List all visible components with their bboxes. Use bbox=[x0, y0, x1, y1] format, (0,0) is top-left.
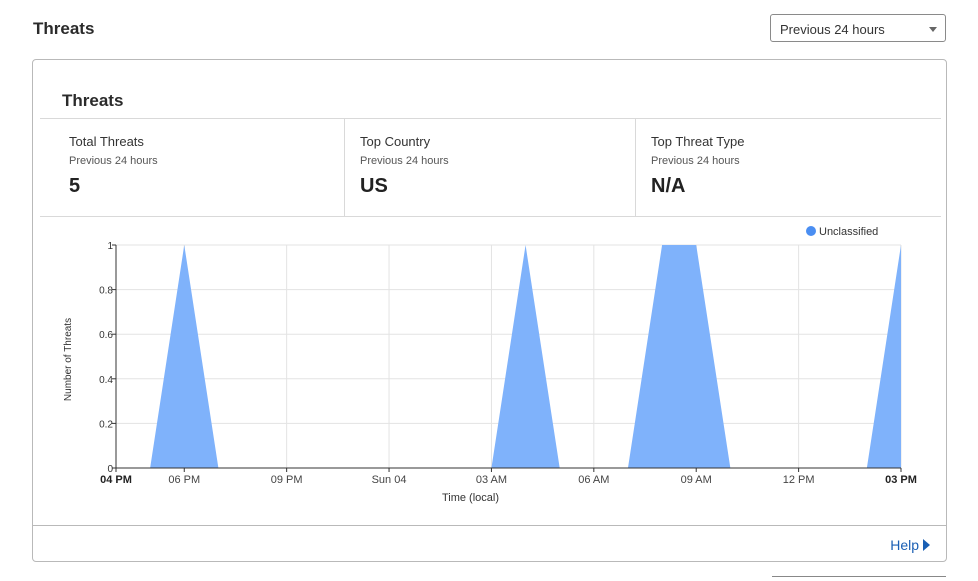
x-tick-label: 04 PM bbox=[100, 474, 132, 486]
stat-value: N/A bbox=[651, 175, 686, 197]
stat-label: Total Threats bbox=[69, 134, 144, 149]
help-label: Help bbox=[890, 537, 919, 553]
x-tick-label: 06 AM bbox=[578, 474, 609, 486]
time-range-select[interactable]: Previous 24 hours bbox=[770, 14, 946, 42]
legend-dot-icon bbox=[806, 226, 816, 236]
time-range-value: Previous 24 hours bbox=[780, 22, 885, 37]
legend-label: Unclassified bbox=[819, 226, 878, 238]
stat-value: 5 bbox=[69, 175, 81, 197]
x-tick-label: Sun 04 bbox=[372, 474, 407, 486]
stat-label: Top Country bbox=[360, 134, 431, 149]
y-axis-title: Number of Threats bbox=[63, 318, 74, 401]
stat-period: Previous 24 hours bbox=[69, 155, 158, 167]
card-footer: Help bbox=[33, 525, 946, 562]
threats-chart-svg: 0 0.2 0.4 0.6 0.8 1 04 PM 06 PM 09 PM Sun 04 03 AM… bbox=[63, 226, 917, 504]
card-title: Threats bbox=[62, 91, 124, 110]
stats-row: Total Threats Previous 24 hours 5 Top Co… bbox=[40, 118, 941, 217]
stat-label: Top Threat Type bbox=[651, 134, 745, 149]
next-panel-edge bbox=[772, 576, 946, 581]
y-tick-label: 0.6 bbox=[99, 330, 113, 341]
stat-period: Previous 24 hours bbox=[651, 155, 740, 167]
y-tick-label: 0.8 bbox=[99, 286, 113, 297]
y-tick-label: 0.2 bbox=[99, 419, 113, 430]
series-area-unclassified bbox=[116, 245, 901, 468]
help-link[interactable]: Help bbox=[890, 537, 930, 553]
x-tick-label: 12 PM bbox=[783, 474, 815, 486]
stat-period: Previous 24 hours bbox=[360, 155, 449, 167]
caret-right-icon bbox=[923, 539, 930, 551]
y-tick-label: 0.4 bbox=[99, 375, 113, 386]
x-tick-label: 03 AM bbox=[476, 474, 507, 486]
x-tick-label: 03 PM bbox=[885, 474, 917, 486]
page-title: Threats bbox=[33, 19, 95, 38]
y-tick-label: 1 bbox=[107, 241, 113, 252]
x-tick-label: 06 PM bbox=[168, 474, 200, 486]
stat-total-threats: Total Threats Previous 24 hours 5 bbox=[40, 119, 345, 216]
y-tick-label: 0 bbox=[107, 464, 113, 475]
stat-top-threat-type: Top Threat Type Previous 24 hours N/A bbox=[636, 119, 941, 216]
stat-value: US bbox=[360, 175, 388, 197]
stat-top-country: Top Country Previous 24 hours US bbox=[345, 119, 636, 216]
threats-chart: 0 0.2 0.4 0.6 0.8 1 04 PM 06 PM 09 PM Sun 04 03 AM… bbox=[33, 217, 946, 525]
chevron-down-icon bbox=[929, 27, 937, 32]
threats-card: Threats Total Threats Previous 24 hours … bbox=[32, 59, 947, 562]
x-tick-label: 09 PM bbox=[271, 474, 303, 486]
x-axis-title: Time (local) bbox=[442, 492, 499, 504]
x-tick-label: 09 AM bbox=[681, 474, 712, 486]
